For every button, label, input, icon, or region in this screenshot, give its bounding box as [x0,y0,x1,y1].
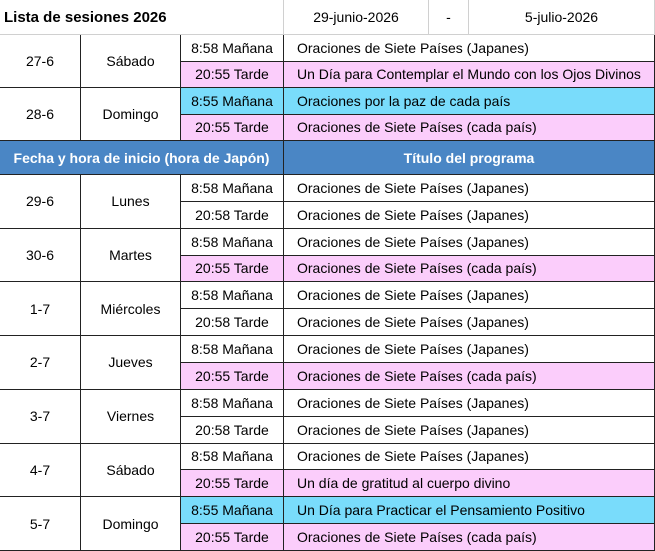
time-cell: 20:55 Tarde [181,114,284,141]
program-cell: Oraciones de Siete Países (cada país) [284,524,655,551]
time-cell: 20:55 Tarde [181,61,284,88]
program-cell: Oraciones de Siete Países (Japanes) [284,416,655,444]
end-date: 5-julio-2026 [469,0,655,35]
date-cell: 5-7 [0,497,81,551]
time-cell: 20:58 Tarde [181,309,284,337]
program-cell: Un Día para Contemplar el Mundo con los … [284,61,655,88]
time-cell: 8:58 Mañana [181,35,284,62]
program-cell: Oraciones de Siete Países (Japanes) [284,443,655,471]
time-cell: 20:55 Tarde [181,524,284,551]
start-date: 29-junio-2026 [284,0,429,35]
time-cell: 20:58 Tarde [181,201,284,229]
time-cell: 20:55 Tarde [181,255,284,283]
program-cell: Un Día para Practicar el Pensamiento Pos… [284,497,655,525]
program-cell: Oraciones de Siete Países (Japanes) [284,228,655,256]
date-cell: 2-7 [0,336,81,390]
time-cell: 8:58 Mañana [181,228,284,256]
program-cell: Oraciones de Siete Países (Japanes) [284,35,655,62]
time-cell: 8:58 Mañana [181,175,284,202]
time-cell: 8:58 Mañana [181,389,284,417]
date-cell: 1-7 [0,282,81,337]
weekday-cell: Lunes [81,175,181,229]
program-cell: Oraciones de Siete Países (Japanes) [284,201,655,229]
program-cell: Oraciones de Siete Países (cada país) [284,363,655,390]
program-cell: Oraciones de Siete Países (Japanes) [284,282,655,310]
time-cell: 8:55 Mañana [181,497,284,525]
time-cell: 8:58 Mañana [181,282,284,310]
time-cell: 20:55 Tarde [181,470,284,498]
date-cell: 27-6 [0,35,81,88]
weekday-cell: Sábado [81,443,181,498]
time-cell: 8:58 Mañana [181,336,284,363]
program-cell: Oraciones de Siete Países (Japanes) [284,336,655,363]
weekday-cell: Miércoles [81,282,181,337]
weekday-cell: Domingo [81,88,181,141]
program-cell: Oraciones de Siete Países (Japanes) [284,389,655,417]
weekday-cell: Domingo [81,497,181,551]
time-cell: 20:58 Tarde [181,416,284,444]
program-cell: Oraciones de Siete Países (cada país) [284,255,655,283]
program-cell: Oraciones de Siete Países (Japanes) [284,309,655,337]
date-cell: 28-6 [0,88,81,141]
program-cell: Oraciones de Siete Países (cada país) [284,114,655,141]
date-separator: - [429,0,469,35]
date-cell: 3-7 [0,389,81,444]
program-cell: Oraciones de Siete Países (Japanes) [284,175,655,202]
date-cell: 29-6 [0,175,81,229]
weekday-cell: Viernes [81,389,181,444]
date-cell: 30-6 [0,228,81,283]
column-header: Título del programa [284,141,655,175]
date-cell: 4-7 [0,443,81,498]
program-cell: Oraciones por la paz de cada país [284,88,655,115]
time-cell: 8:55 Mañana [181,88,284,115]
weekday-cell: Martes [81,228,181,283]
weekday-cell: Sábado [81,35,181,88]
weekday-cell: Jueves [81,336,181,390]
program-cell: Un día de gratitud al cuerpo divino [284,470,655,498]
time-cell: 8:58 Mañana [181,443,284,471]
sheet-title: Lista de sesiones 2026 [0,0,284,35]
column-header: Fecha y hora de inicio (hora de Japón) [0,141,284,175]
time-cell: 20:55 Tarde [181,363,284,390]
